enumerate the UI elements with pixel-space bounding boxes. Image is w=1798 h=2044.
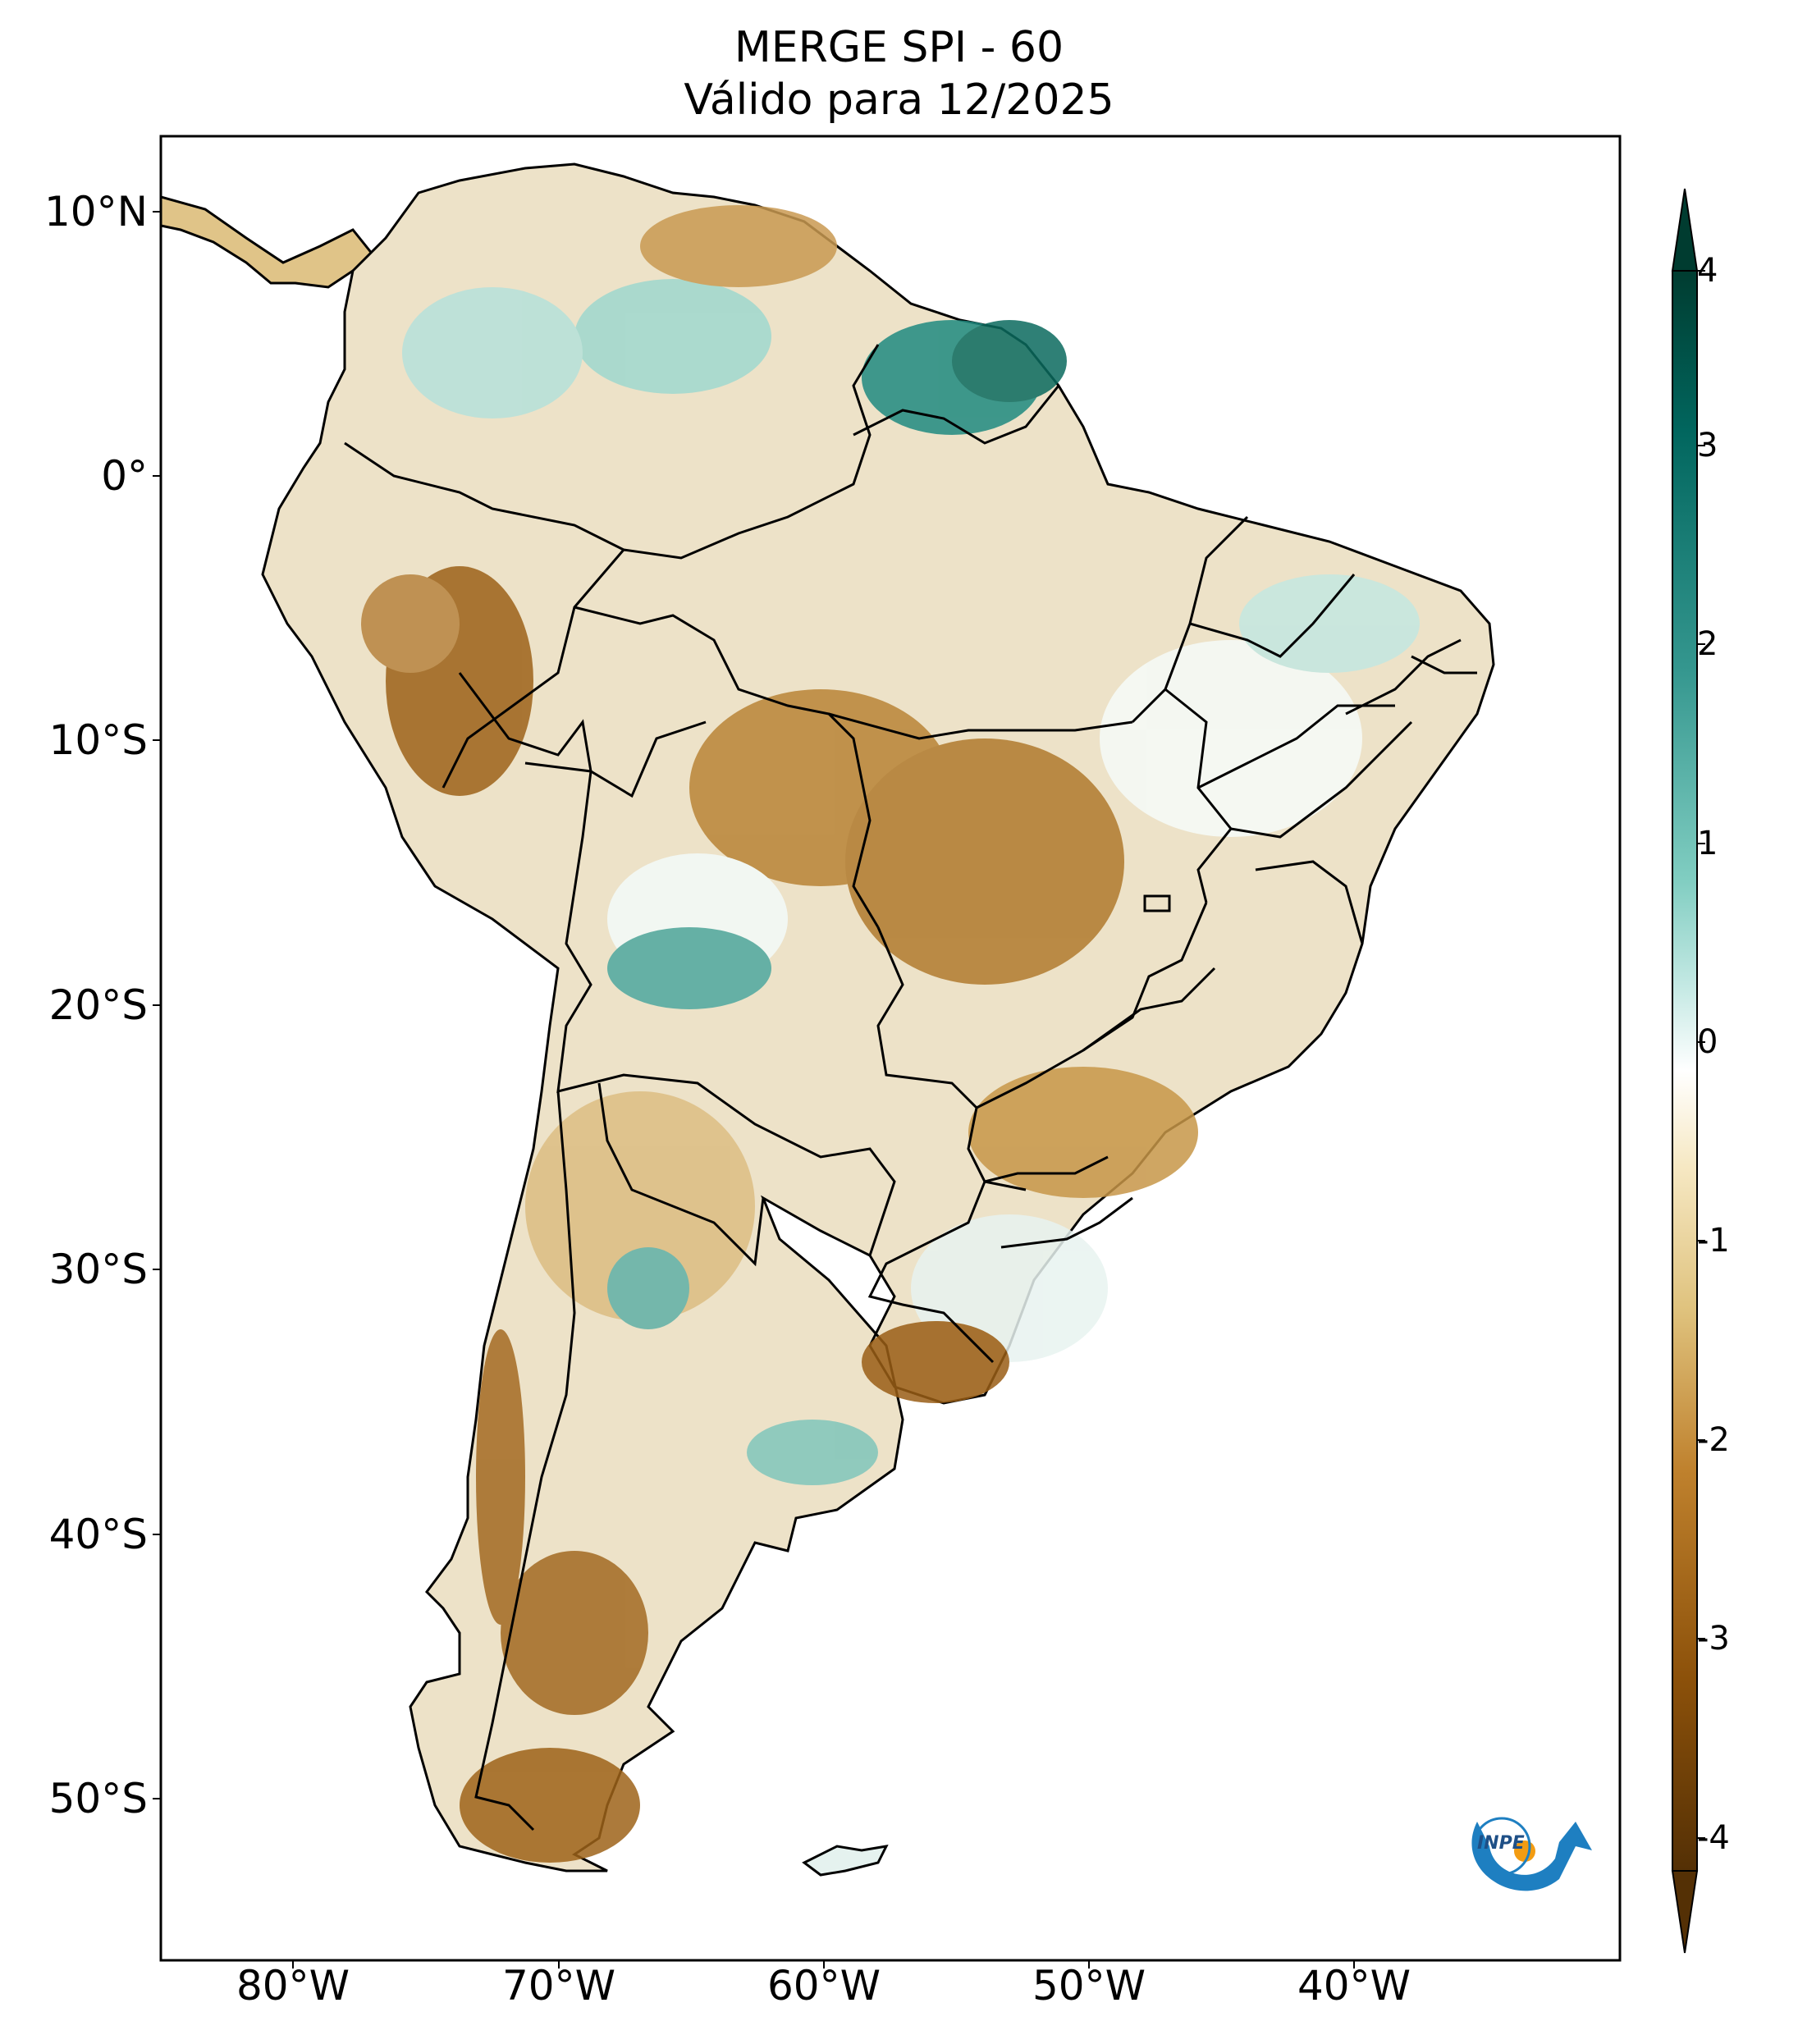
axis-ticks <box>153 211 1355 1969</box>
lat-label-40s: 40°S <box>48 1511 148 1558</box>
lon-label-70w: 70°W <box>501 1962 616 2010</box>
colorbar-label: -2 <box>1697 1421 1730 1459</box>
colorbar-label: 0 <box>1697 1023 1718 1061</box>
lat-label-10n: 10°N <box>43 188 148 235</box>
map-subtitle: Válido para 12/2025 <box>684 75 1114 125</box>
lat-label-0: 0° <box>101 452 148 500</box>
colorbar-label: -1 <box>1697 1222 1730 1260</box>
south-america <box>261 162 1495 1873</box>
colorbar-label: 2 <box>1697 625 1718 663</box>
lon-label-50w: 50°W <box>1032 1962 1146 2010</box>
lon-label-40w: 40°W <box>1297 1962 1411 2010</box>
central-america <box>161 195 389 289</box>
falkland-islands <box>802 1845 889 1877</box>
continent-layer <box>161 162 1495 1877</box>
lat-label-10s: 10°S <box>48 716 148 764</box>
federal-district <box>1143 894 1171 912</box>
colorbar-label: -4 <box>1697 1819 1730 1857</box>
lat-label-50s: 50°S <box>48 1775 148 1822</box>
lon-label-80w: 80°W <box>236 1962 350 2010</box>
lon-label-60w: 60°W <box>766 1962 881 2010</box>
colorbar-extend-bottom-icon <box>1671 1870 1699 1954</box>
map-title: MERGE SPI - 60 <box>734 23 1064 72</box>
lat-label-30s: 30°S <box>48 1246 148 1293</box>
inpe-logo-text: INPE <box>1477 1833 1525 1854</box>
logo-orbit-icon <box>1472 1817 1531 1876</box>
political-borders <box>344 344 1477 1831</box>
colorbar-extend-top-icon <box>1671 188 1699 272</box>
colorbar-label: -3 <box>1697 1620 1730 1658</box>
colorbar <box>1671 188 1705 1954</box>
colorbar-gradient <box>1672 270 1698 1872</box>
inpe-logo <box>1471 1817 1592 1891</box>
colorbar-label: 1 <box>1697 825 1718 862</box>
colorbar-label: 3 <box>1697 427 1718 464</box>
colorbar-label: 4 <box>1697 252 1718 290</box>
lat-label-20s: 20°S <box>48 981 148 1029</box>
